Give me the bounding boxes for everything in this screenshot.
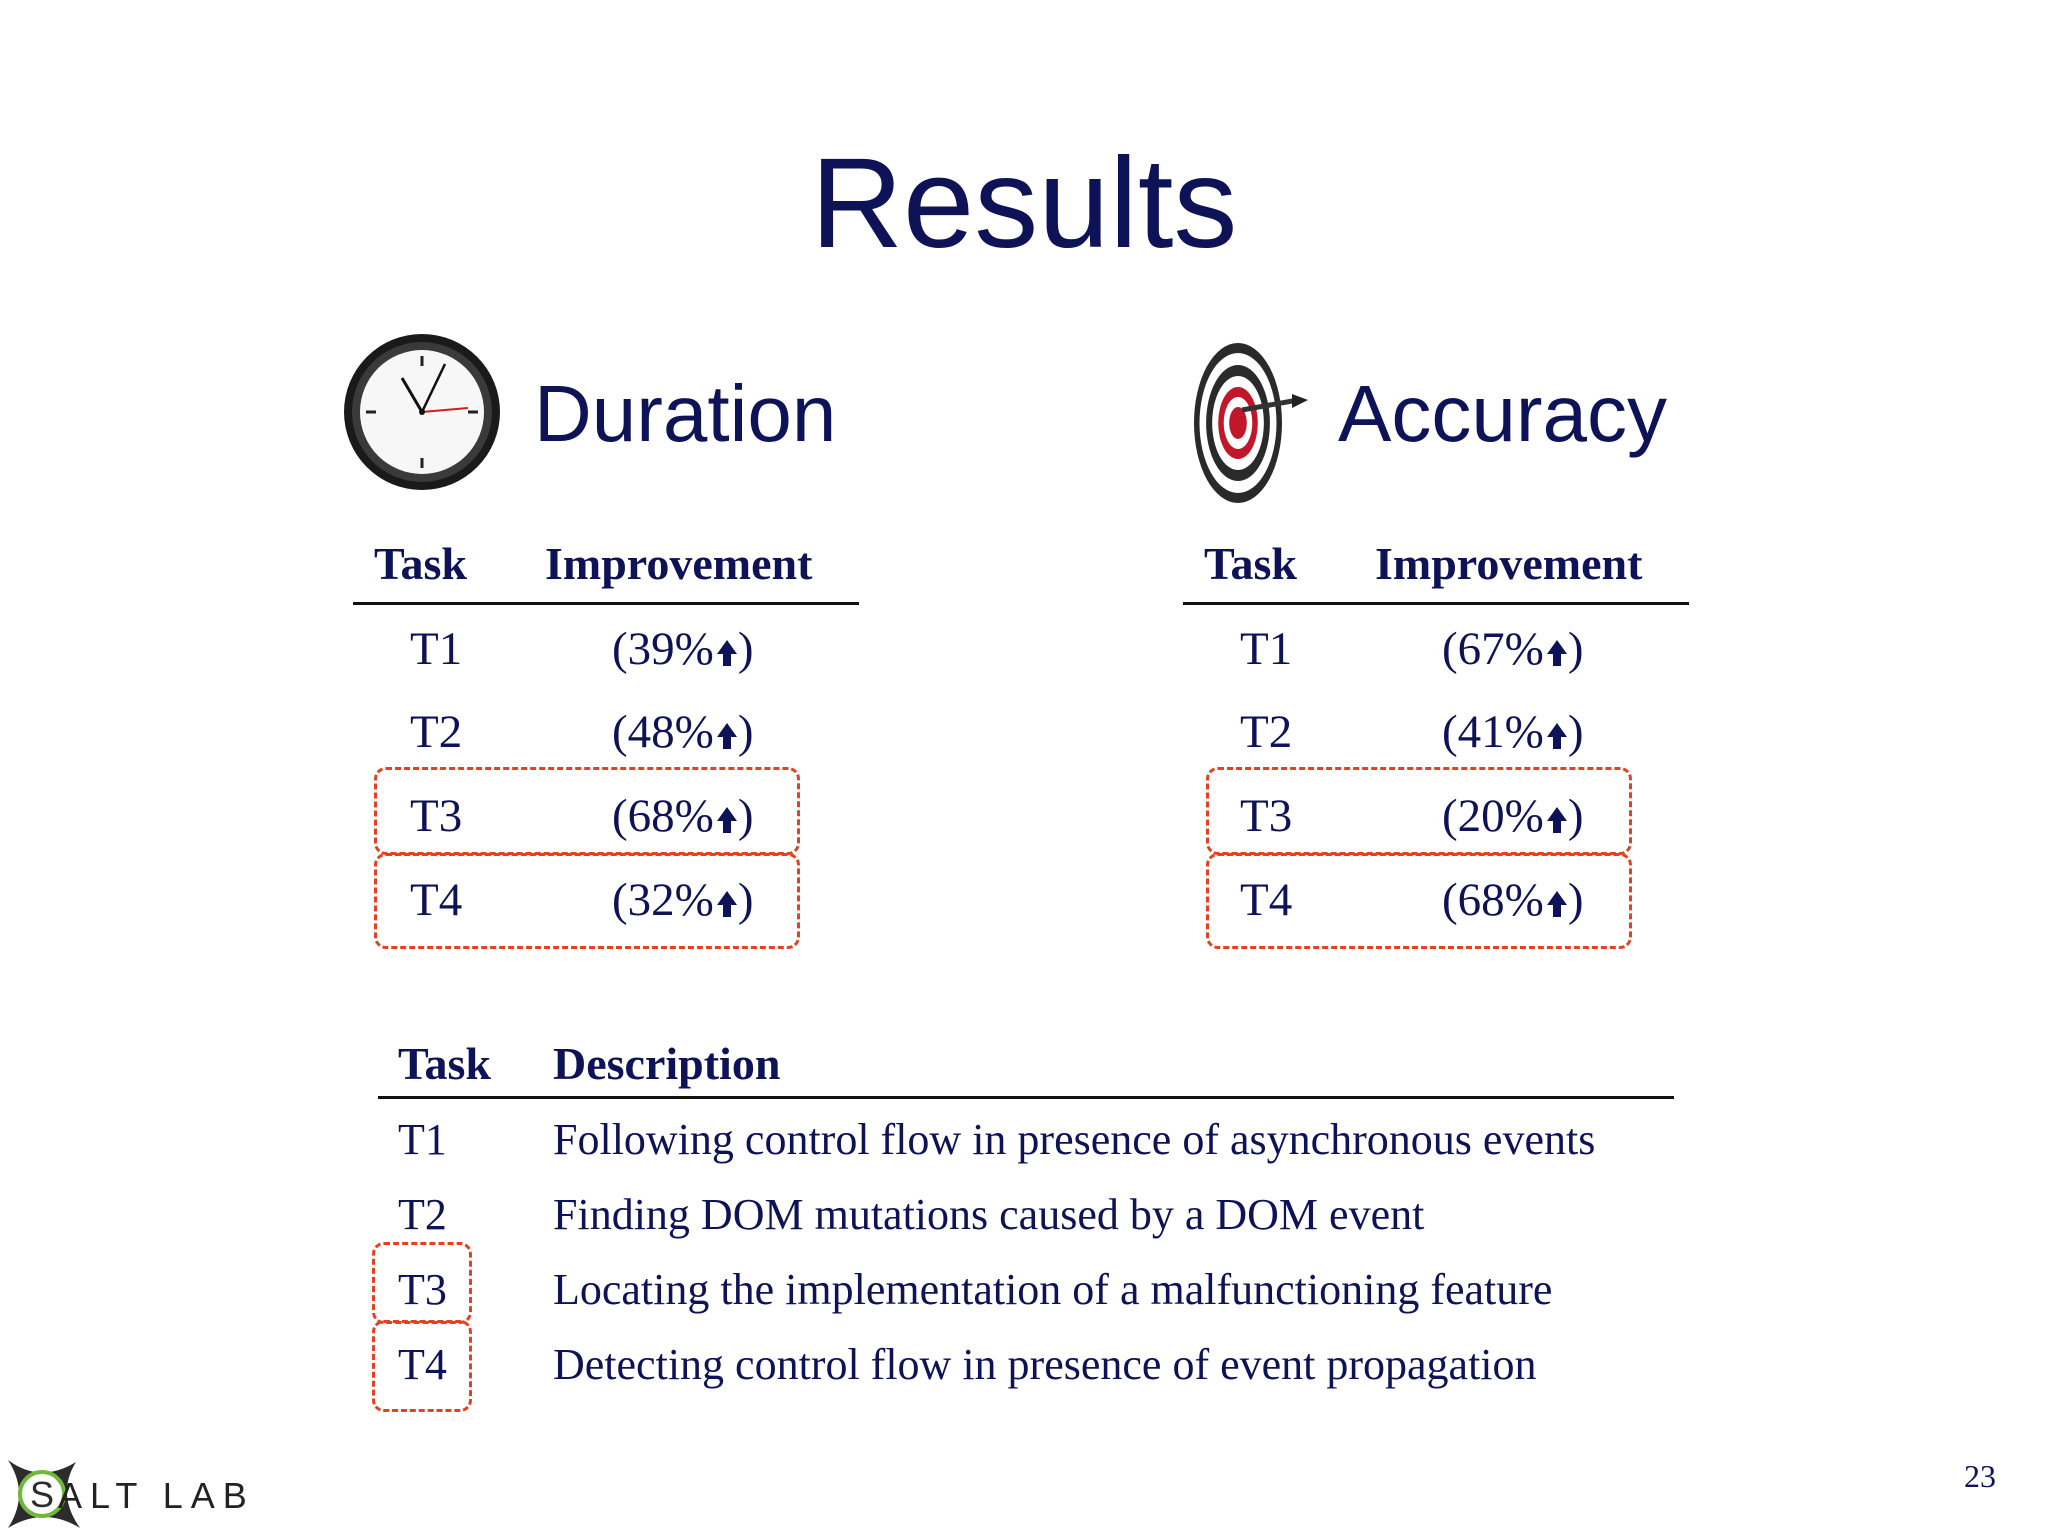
- improvement-cell: (41%): [1442, 706, 1584, 758]
- up-arrow-icon: [1546, 891, 1567, 917]
- task-cell: T4: [1240, 874, 1293, 926]
- duration-col-task: Task: [374, 538, 467, 589]
- improvement-cell: (39%): [612, 623, 754, 675]
- description-cell: Following control flow in presence of as…: [553, 1115, 1596, 1164]
- description-cell: Detecting control flow in presence of ev…: [553, 1340, 1537, 1389]
- improvement-cell: (68%): [1442, 874, 1584, 926]
- clock-icon: [344, 334, 500, 490]
- task-cell: T2: [398, 1190, 447, 1239]
- duration-col-improvement: Improvement: [545, 538, 813, 589]
- improvement-cell: (32%): [612, 874, 754, 926]
- highlight-box-t4: [1206, 853, 1632, 949]
- improvement-cell: (48%): [612, 706, 754, 758]
- tasks-header-rule: [378, 1096, 1674, 1099]
- task-cell: T1: [398, 1115, 447, 1164]
- task-cell: T4: [398, 1340, 447, 1389]
- description-cell: Locating the implementation of a malfunc…: [553, 1265, 1553, 1314]
- up-arrow-icon: [716, 807, 737, 833]
- accuracy-header-rule: [1183, 602, 1689, 605]
- duration-header-rule: [353, 602, 859, 605]
- accuracy-heading: Accuracy: [1338, 369, 1667, 458]
- highlight-box-t3: [374, 767, 800, 855]
- highlight-box-t4: [372, 1320, 472, 1412]
- logo-letter: S: [30, 1474, 54, 1515]
- highlight-box-t3: [372, 1242, 472, 1324]
- up-arrow-icon: [1546, 807, 1567, 833]
- task-cell: T2: [1240, 706, 1293, 758]
- target-icon: [1194, 343, 1308, 503]
- page-number: 23: [1964, 1458, 1996, 1494]
- task-cell: T4: [410, 874, 463, 926]
- task-cell: T3: [1240, 790, 1293, 842]
- accuracy-col-improvement: Improvement: [1375, 538, 1643, 589]
- task-cell: T1: [410, 623, 463, 675]
- improvement-cell: (20%): [1442, 790, 1584, 842]
- highlight-box-t4: [374, 853, 800, 949]
- highlight-box-t3: [1206, 767, 1632, 855]
- improvement-cell: (67%): [1442, 623, 1584, 675]
- accuracy-col-task: Task: [1204, 538, 1297, 589]
- duration-heading: Duration: [534, 369, 837, 458]
- up-arrow-icon: [1546, 723, 1567, 749]
- up-arrow-icon: [716, 891, 737, 917]
- up-arrow-icon: [716, 723, 737, 749]
- task-cell: T2: [410, 706, 463, 758]
- tasks-col-task: Task: [398, 1038, 491, 1089]
- task-cell: T1: [1240, 623, 1293, 675]
- up-arrow-icon: [716, 640, 737, 666]
- up-arrow-icon: [1546, 640, 1567, 666]
- slide-title: Results: [810, 132, 1238, 275]
- tasks-col-description: Description: [553, 1038, 781, 1089]
- description-cell: Finding DOM mutations caused by a DOM ev…: [553, 1190, 1425, 1239]
- task-cell: T3: [398, 1265, 447, 1314]
- salt-lab-logo-icon: S: [8, 1460, 80, 1528]
- logo-text: ALT LAB: [58, 1475, 255, 1516]
- task-cell: T3: [410, 790, 463, 842]
- improvement-cell: (68%): [612, 790, 754, 842]
